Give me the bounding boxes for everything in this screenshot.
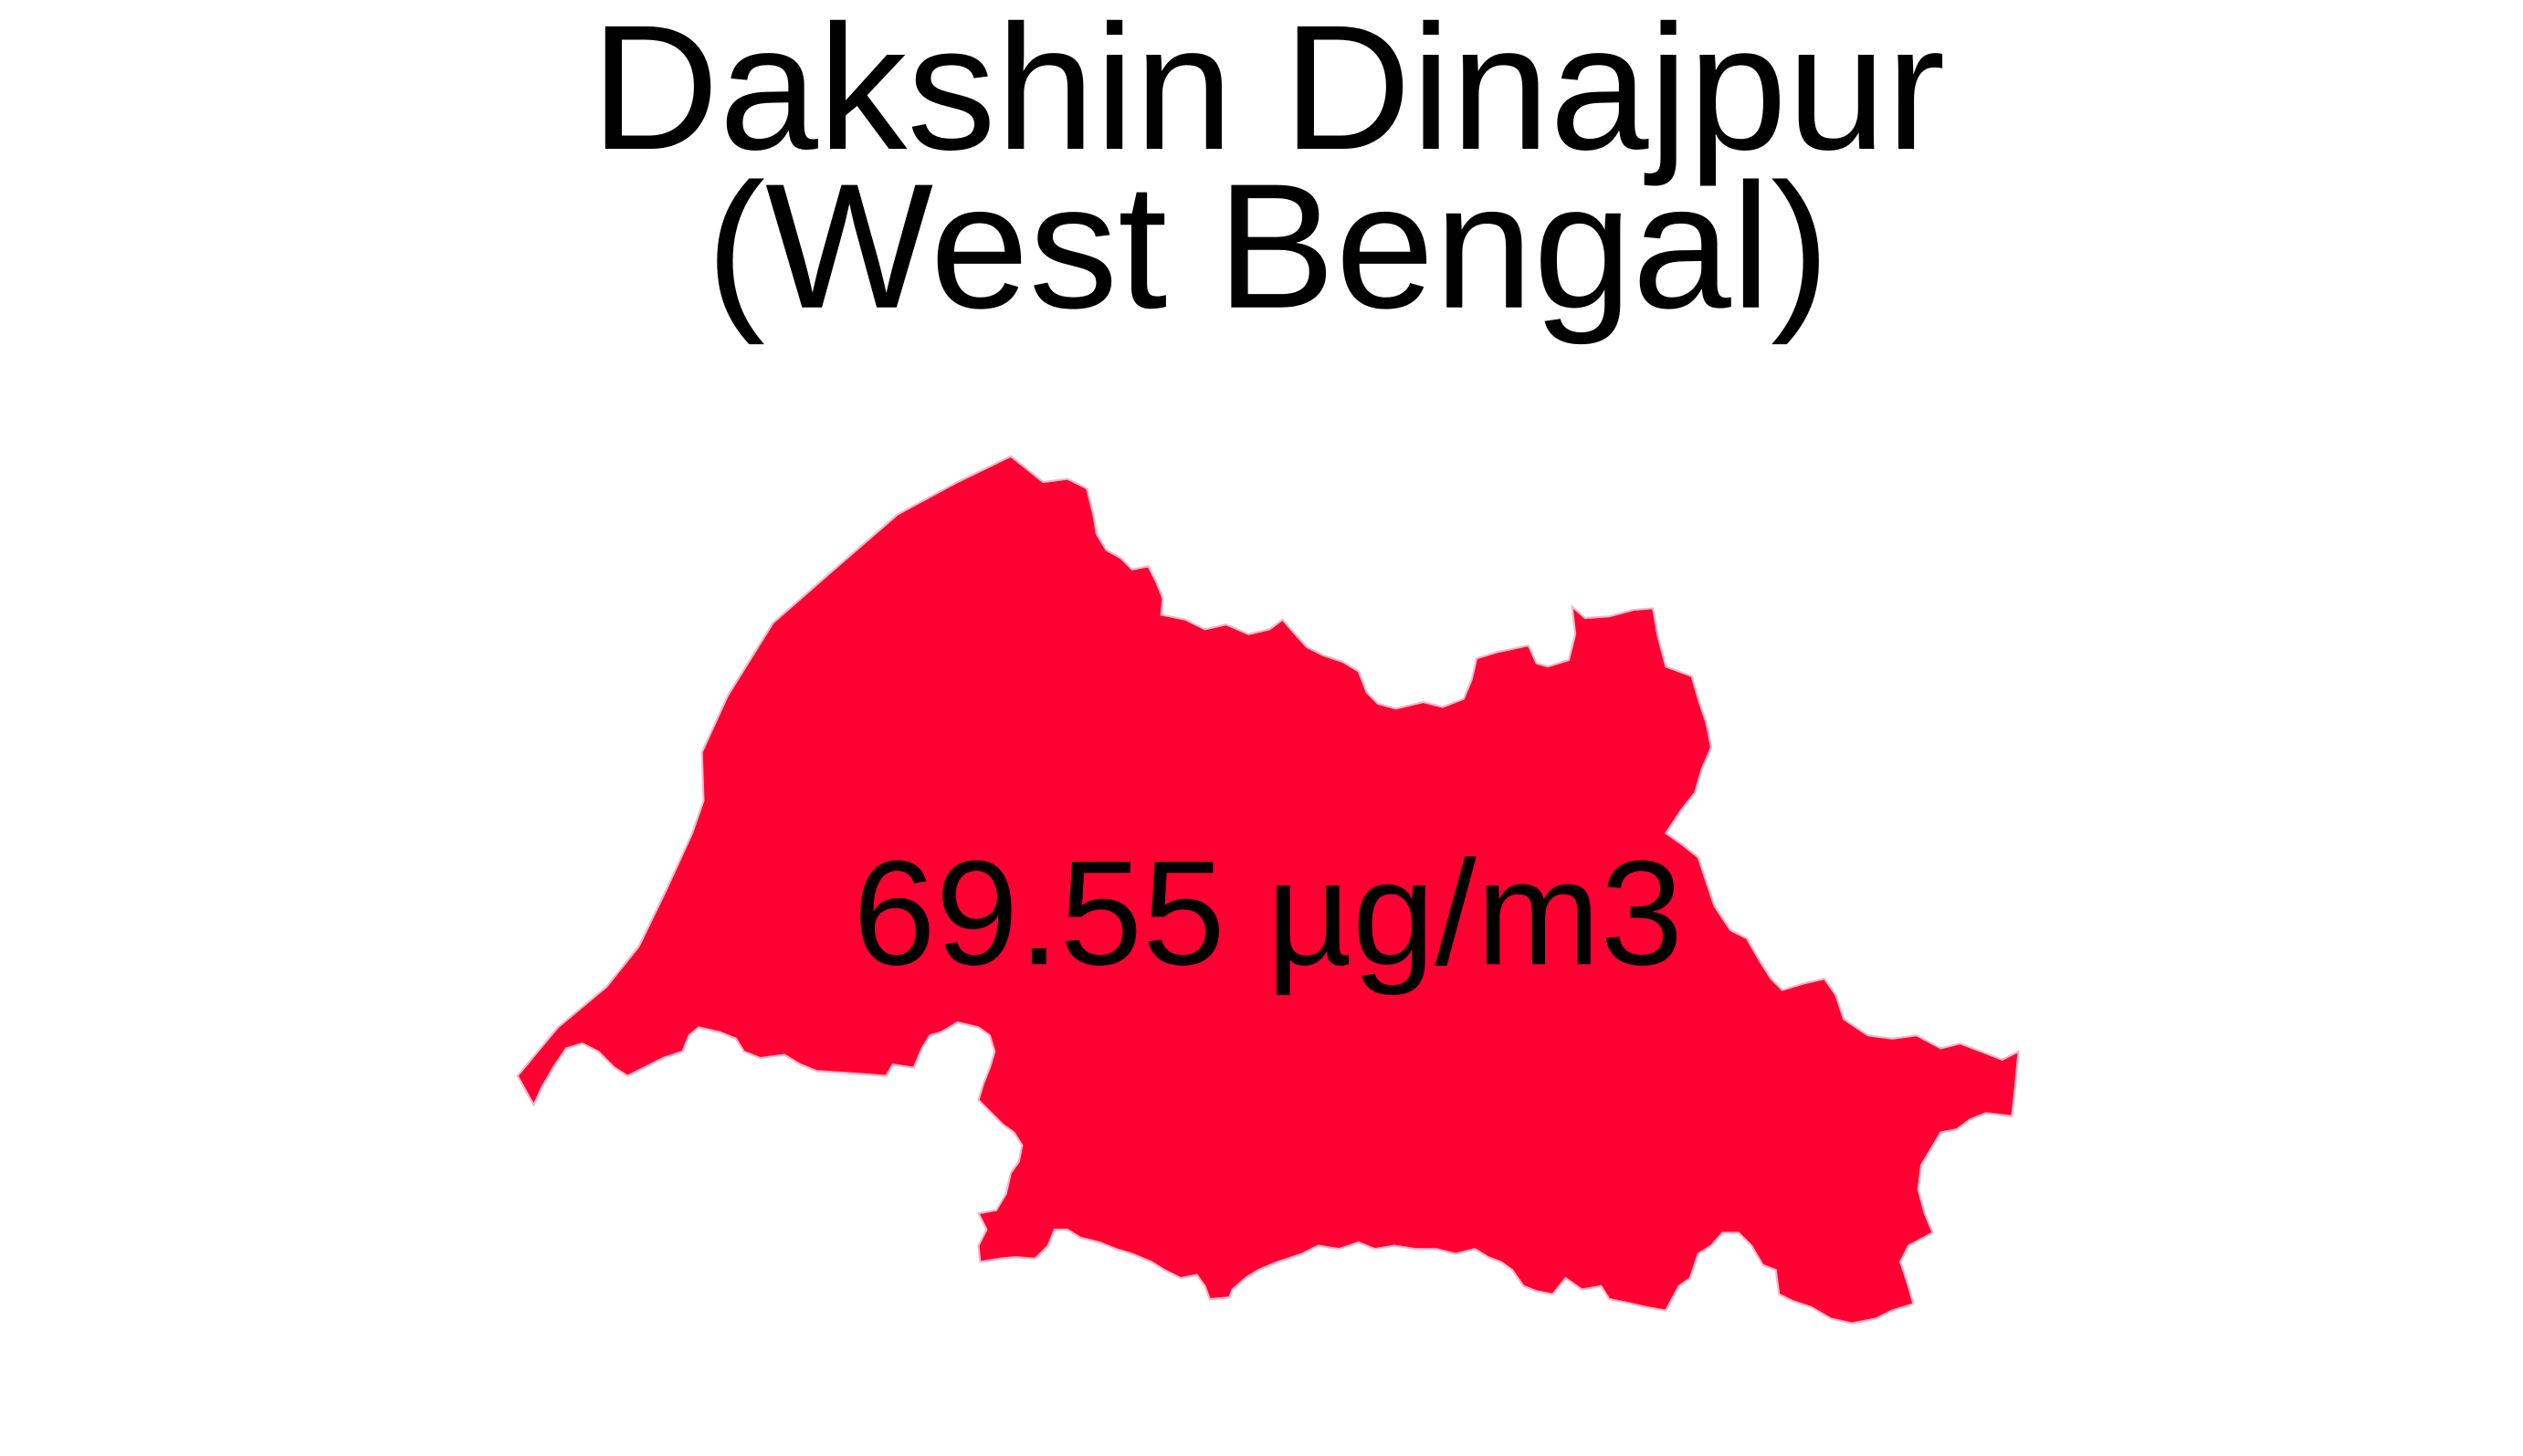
map-title-line-2: (West Bengal) bbox=[706, 148, 1830, 346]
pm25-value-label: 69.55 µg/m3 bbox=[853, 829, 1683, 996]
district-polygon-dakshin-dinajpur bbox=[516, 455, 2020, 1325]
map-title-line-1: Dakshin Dinajpur bbox=[591, 0, 1945, 187]
